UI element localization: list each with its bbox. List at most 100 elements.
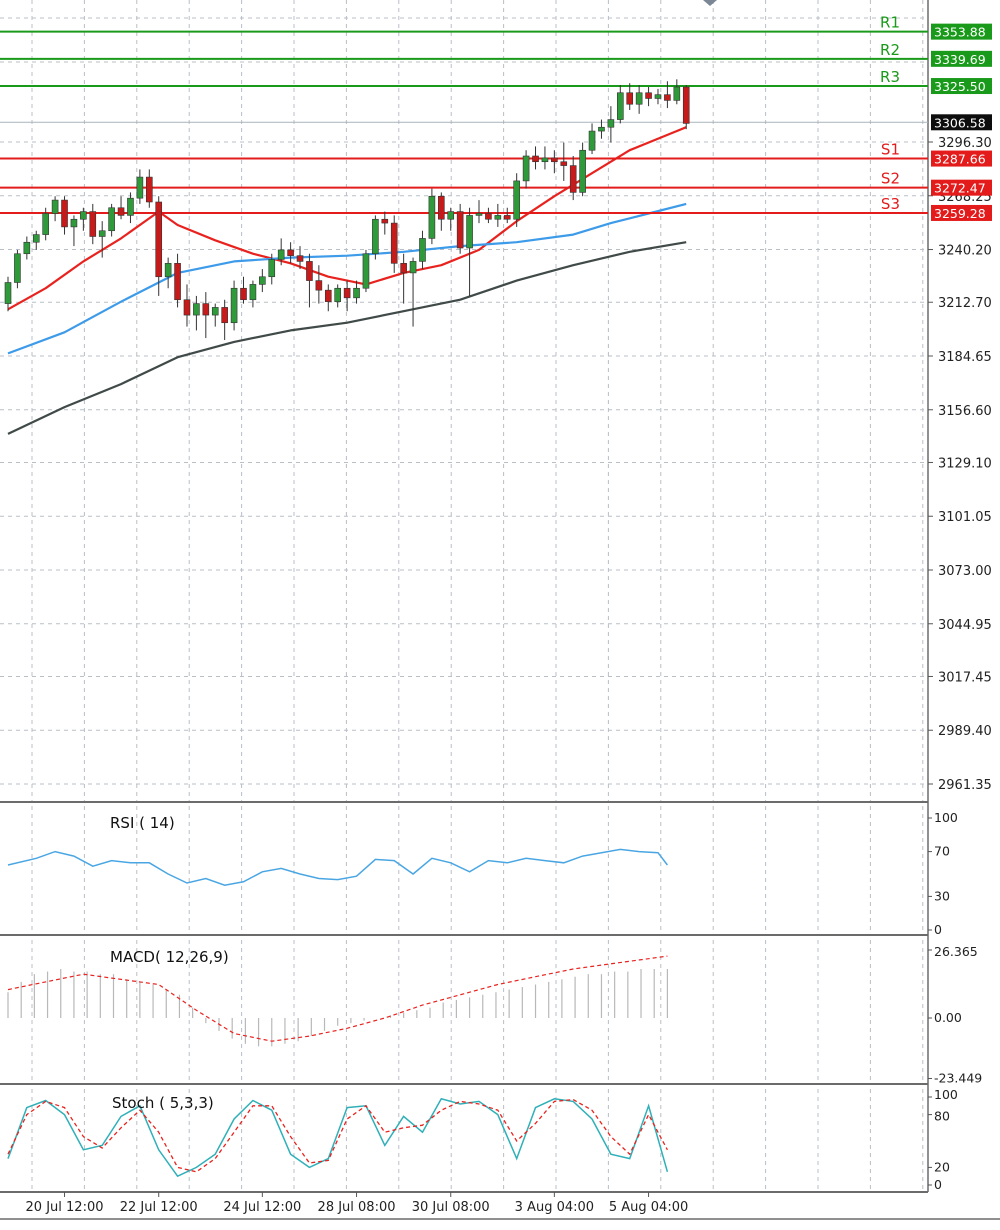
candle-body	[42, 213, 49, 235]
candle-body	[23, 241, 31, 255]
panel-bg-0	[0, 0, 928, 802]
rsi-tick-label: 70	[934, 844, 950, 859]
candle-body	[127, 197, 134, 216]
candle-body	[268, 259, 276, 278]
candle-body	[532, 155, 539, 163]
candle-body	[503, 215, 511, 220]
price-tick-label: 3101.05	[938, 510, 992, 525]
candle-body	[4, 282, 12, 304]
candle-body	[560, 161, 568, 166]
rsi-panel: 100 70 30 0 RSI ( 14)	[7, 810, 958, 937]
candle-body	[466, 215, 473, 249]
candle-body	[419, 238, 426, 262]
macd-title: MACD( 12,26,9)	[110, 948, 229, 966]
level-price-tag-text: 3353.88	[934, 25, 986, 40]
candle-body	[456, 211, 464, 249]
rsi-tick-label: 0	[934, 922, 942, 937]
candle-body	[635, 92, 643, 105]
stoch-panel: 100 80 20 0 Stoch ( 5,3,3)	[7, 1087, 958, 1192]
candle-body	[400, 263, 407, 274]
rsi-tick-label: 30	[934, 888, 950, 903]
level-label: R1	[880, 14, 900, 32]
candles	[4, 79, 690, 340]
candle-body	[428, 195, 436, 239]
price-tick-label: 3073.00	[938, 564, 992, 579]
stoch-tick-label: 0	[934, 1177, 942, 1192]
time-tick-label: 3 Aug 04:00	[515, 1200, 594, 1215]
level-price-tag-text: 3325.50	[934, 79, 986, 94]
stoch-main-line	[7, 1097, 669, 1178]
candle-body	[343, 287, 351, 299]
level-label: S1	[881, 141, 900, 159]
price-tags: 3353.88 3339.69 3325.50 3287.66 3272.47 3259.…	[931, 23, 992, 221]
level-price-tag	[931, 204, 992, 221]
candle-body	[174, 263, 181, 301]
candle-body	[362, 253, 370, 289]
stoch-tick-label: 100	[934, 1087, 958, 1102]
candle-body	[155, 201, 163, 278]
candle-body	[353, 287, 360, 299]
panel-bg-1	[0, 806, 928, 935]
candle-body	[70, 218, 78, 228]
candle-body	[616, 92, 624, 120]
time-tick-label: 22 Jul 12:00	[120, 1200, 198, 1215]
price-tick-label: 3156.60	[938, 404, 992, 419]
level-price-tag-text: 3339.69	[934, 52, 986, 67]
candle-body	[211, 307, 219, 316]
current-price-tag-text: 3306.58	[934, 115, 986, 130]
candle-body	[372, 218, 379, 255]
macd-tick-label: 26.365	[934, 944, 978, 959]
price-tick-label: 2961.35	[938, 778, 992, 793]
candle-body	[146, 176, 153, 203]
panel-bg-2	[0, 940, 928, 1084]
candle-body	[324, 289, 332, 302]
candle-body	[98, 230, 106, 237]
rsi-line	[7, 848, 668, 886]
time-tick-label: 5 Aug 04:00	[609, 1200, 688, 1215]
candle-body	[334, 287, 342, 302]
candle-body	[32, 234, 40, 243]
level-price-tag	[931, 50, 992, 67]
stoch-tick-label: 80	[934, 1109, 950, 1124]
candle-body	[14, 253, 21, 283]
candle-body	[626, 92, 634, 105]
candle-body	[673, 86, 681, 101]
level-price-tag	[931, 78, 992, 95]
candle-body	[259, 276, 266, 285]
candle-body	[409, 261, 417, 274]
macd-tick-label: -23.449	[934, 1070, 982, 1085]
candle-body	[598, 126, 605, 132]
candle-body	[645, 92, 652, 99]
level-price-tag	[931, 150, 992, 167]
current-price-tag	[931, 114, 992, 131]
candle-body	[164, 263, 172, 278]
candle-body	[541, 157, 549, 163]
price-tick-label: 3129.10	[938, 456, 992, 471]
candle-body	[183, 299, 191, 316]
moving-average-line	[7, 241, 687, 435]
candle-body	[277, 249, 285, 260]
candle-body	[664, 94, 671, 101]
candle-body	[80, 211, 87, 220]
candle-body	[607, 119, 615, 128]
level-price-tag-text: 3287.66	[934, 152, 986, 167]
macd-signal-line	[7, 955, 668, 1042]
candle-body	[61, 199, 68, 228]
price-tick-label: 3296.30	[938, 136, 992, 151]
level-price-tag-text: 3259.28	[934, 206, 986, 221]
candle-body	[287, 249, 294, 256]
time-tick-label: 24 Jul 12:00	[223, 1200, 301, 1215]
time-tick-label: 28 Jul 08:00	[318, 1200, 396, 1215]
candle-body	[569, 165, 577, 193]
candle-body	[513, 180, 520, 220]
time-axis: 20 Jul 12:00 22 Jul 12:00 24 Jul 12:00 28 J…	[26, 1192, 688, 1215]
candle-body	[193, 303, 200, 316]
candle-body	[522, 155, 530, 182]
candle-body	[682, 86, 690, 124]
candle-body	[438, 195, 445, 220]
candle-body	[136, 176, 144, 199]
price-tick-label: 2989.40	[938, 724, 992, 739]
candle-body	[108, 207, 115, 232]
level-price-tag	[931, 179, 992, 196]
